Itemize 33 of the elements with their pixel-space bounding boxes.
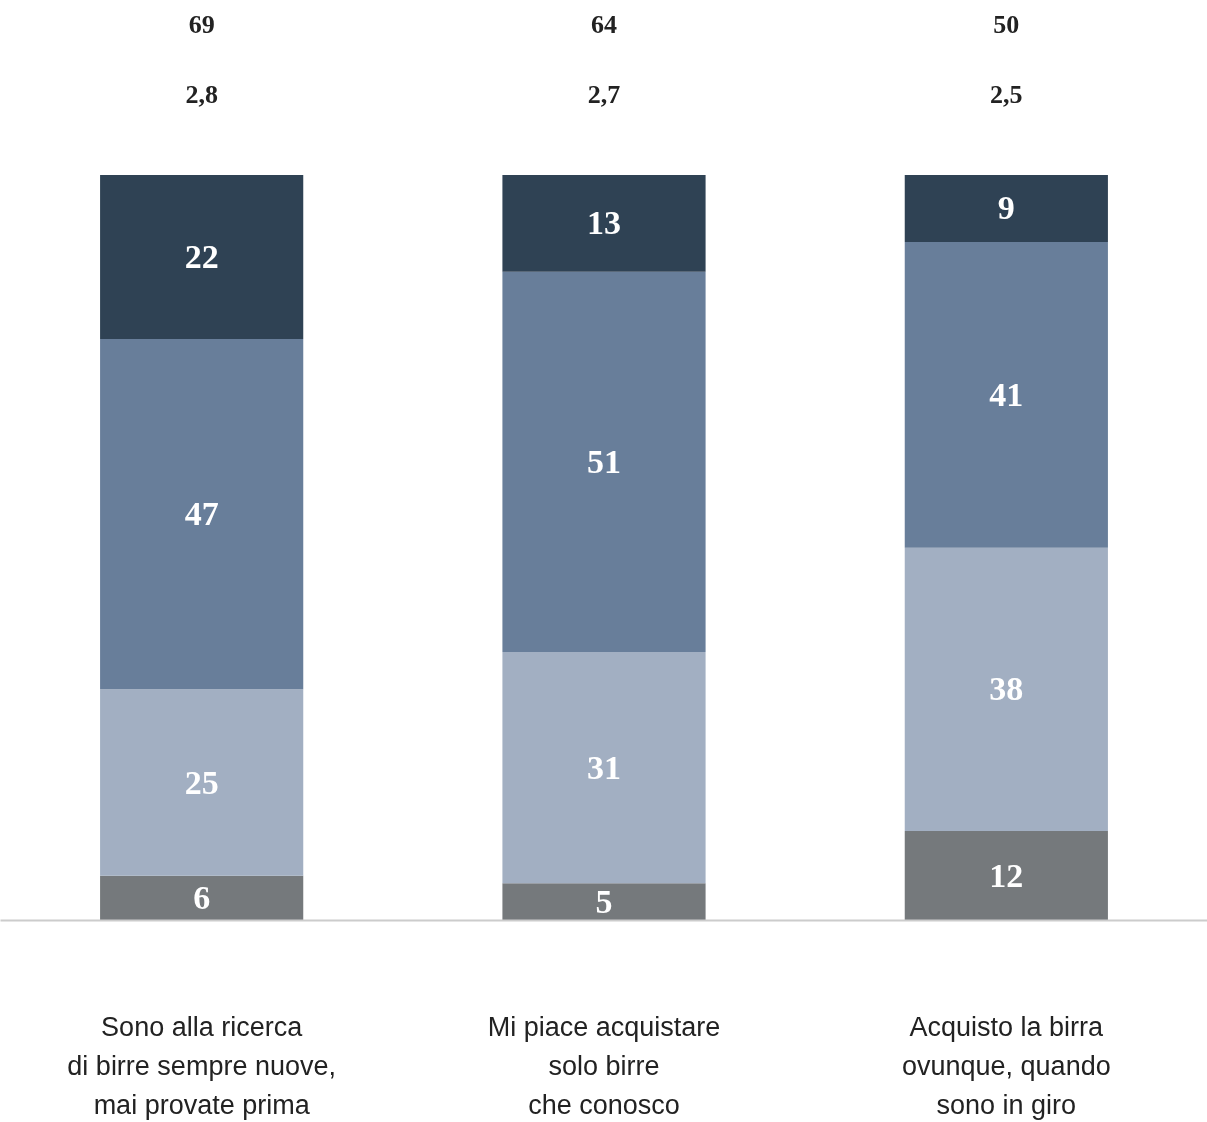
text: 64 xyxy=(591,10,617,40)
data-label: 6 xyxy=(193,879,211,917)
x-tick-label: Sono alla ricerca di birre sempre nuove, mai provate prima xyxy=(67,1011,336,1120)
data-label: 12 xyxy=(989,856,1024,894)
bar xyxy=(502,652,706,884)
x-tick-label: Acquisto la birra ovunque, quando sono in giro xyxy=(901,1011,1111,1120)
text: 2,5 xyxy=(990,79,1023,109)
text: 69 xyxy=(188,10,215,40)
data-label: 25 xyxy=(184,763,219,801)
bar xyxy=(904,547,1108,832)
text: 50 xyxy=(993,10,1020,40)
text: 2,7 xyxy=(587,79,621,109)
data-label: 38 xyxy=(989,670,1024,708)
text: 2,8 xyxy=(185,79,218,109)
bar xyxy=(502,174,706,272)
bar xyxy=(502,883,706,921)
bar xyxy=(100,875,304,921)
x-tick-label: Mi piace acquistare solo birre che conosco xyxy=(487,1011,721,1120)
data-label: 5 xyxy=(595,882,613,920)
bar xyxy=(100,689,304,876)
data-label: 47 xyxy=(184,495,219,533)
bar xyxy=(904,174,1108,242)
data-label: 51 xyxy=(587,442,621,480)
data-label: 31 xyxy=(587,748,621,786)
bar xyxy=(100,338,304,690)
data-label: 13 xyxy=(587,204,621,242)
data-label: 41 xyxy=(989,375,1024,413)
bar xyxy=(100,174,304,339)
data-label: 9 xyxy=(997,189,1015,227)
data-label: 22 xyxy=(184,237,219,275)
bar xyxy=(904,242,1108,548)
bar xyxy=(904,831,1108,921)
bar xyxy=(502,271,706,653)
